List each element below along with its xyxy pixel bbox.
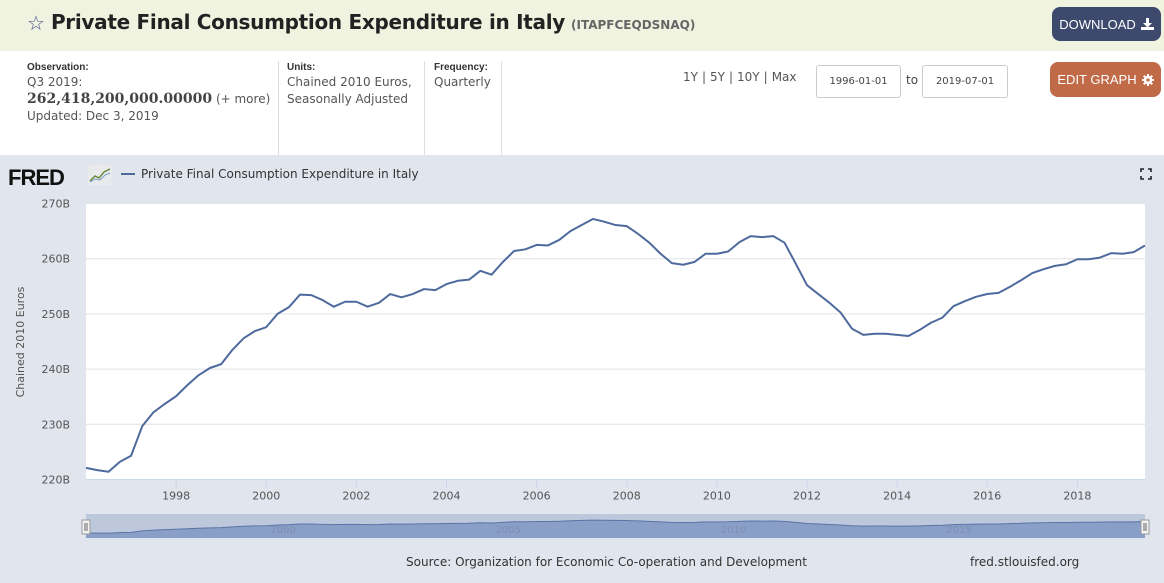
range-separator: |	[763, 70, 768, 84]
observation-label: Observation:	[27, 62, 89, 73]
line-chart: 220B 230B 240B 250B 260B 270B 1998 2000 2002 200…	[14, 198, 1150, 538]
range-5y[interactable]: 5Y	[710, 70, 725, 84]
x-tick-label: 2004	[433, 490, 461, 503]
x-tick-label: 2018	[1063, 490, 1091, 503]
series-id: (ITAPFCEQDSNAQ)	[571, 18, 696, 32]
download-button[interactable]: DOWNLOAD	[1052, 7, 1161, 41]
page-title: Private Final Consumption Expenditure in…	[50, 10, 566, 34]
end-date-input[interactable]: 2019-07-01	[922, 65, 1008, 98]
download-label: DOWNLOAD	[1059, 16, 1136, 32]
chart-legend[interactable]: Private Final Consumption Expenditure in…	[121, 167, 419, 181]
range-max[interactable]: Max	[771, 70, 797, 84]
range-selector: 1Y | 5Y | 10Y | Max	[683, 70, 797, 84]
series-line	[85, 217, 1146, 473]
x-tick-label: 1998	[162, 490, 190, 503]
fred-logo: FRED	[8, 165, 65, 190]
units-value: Chained 2010 Euros, Seasonally Adjusted	[287, 75, 412, 106]
frequency-block: Frequency: Quarterly	[434, 61, 504, 91]
title-wrap: ☆ Private Final Consumption Expenditure …	[27, 10, 696, 35]
y-tick-label: 240B	[41, 363, 70, 376]
edit-graph-label: EDIT GRAPH	[1057, 72, 1137, 87]
x-tick-label: 2010	[703, 490, 731, 503]
range-1y[interactable]: 1Y	[683, 70, 698, 84]
y-tick-label: 260B	[41, 253, 70, 266]
x-tick-label: 2014	[883, 490, 911, 503]
navigator-line	[85, 519, 1146, 534]
navigator-label: 2015	[946, 525, 971, 536]
y-tick-label: 270B	[41, 198, 70, 211]
start-date-input[interactable]: 1996-01-01	[816, 65, 901, 98]
x-tick-label: 2006	[523, 490, 551, 503]
legend-swatch	[121, 173, 135, 175]
range-separator: |	[701, 70, 707, 84]
handle-box	[1140, 519, 1150, 535]
navigator-label: 2005	[496, 525, 521, 536]
frequency-value: Quarterly	[434, 75, 491, 89]
handle-box	[81, 519, 91, 535]
x-tick-label: 2012	[793, 490, 821, 503]
navigator-handle-right[interactable]	[1140, 519, 1150, 535]
divider	[501, 61, 502, 155]
range-10y[interactable]: 10Y	[737, 70, 760, 84]
frequency-label: Frequency:	[434, 62, 488, 73]
y-tick-label: 220B	[41, 474, 70, 487]
x-tick-label: 2000	[252, 490, 280, 503]
chart-container: FRED Private Final Consumption Expenditu…	[0, 155, 1164, 583]
navigator-label: 2010	[721, 525, 746, 536]
units-block: Units: Chained 2010 Euros, Seasonally Ad…	[287, 61, 422, 108]
range-separator: |	[728, 70, 734, 84]
fullscreen-icon[interactable]	[1140, 168, 1152, 180]
legend-label: Private Final Consumption Expenditure in…	[141, 167, 419, 181]
navigator-handle-left[interactable]	[81, 519, 91, 535]
observation-period: Q3 2019:	[27, 75, 83, 89]
y-axis-label: Chained 2010 Euros	[14, 286, 27, 397]
plot-area	[86, 203, 1145, 480]
updated-date: Updated: Dec 3, 2019	[27, 109, 159, 123]
fred-chart-icon	[88, 165, 112, 185]
download-icon	[1140, 18, 1154, 30]
x-tick-label: 2002	[342, 490, 370, 503]
navigator-label: 2000	[270, 525, 295, 536]
observation-value: 262,418,200,000.00000	[27, 91, 213, 107]
edit-graph-button[interactable]: EDIT GRAPH	[1050, 62, 1161, 97]
divider	[278, 61, 279, 155]
observation-block: Observation: Q3 2019: 262,418,200,000.00…	[27, 61, 272, 125]
series-metadata: Observation: Q3 2019: 262,418,200,000.00…	[0, 51, 1164, 155]
series-header: ☆ Private Final Consumption Expenditure …	[0, 0, 1164, 51]
fred-url[interactable]: fred.stlouisfed.org	[970, 555, 1080, 569]
gear-icon	[1141, 73, 1154, 86]
more-link[interactable]: (+ more)	[215, 92, 271, 106]
units-label: Units:	[287, 62, 316, 73]
x-tick-label: 2016	[973, 490, 1001, 503]
divider	[424, 61, 425, 155]
star-icon[interactable]: ☆	[27, 11, 45, 35]
source-note: Source: Organization for Economic Co-ope…	[406, 555, 807, 569]
to-label: to	[906, 73, 919, 87]
x-tick-label: 2008	[613, 490, 641, 503]
y-tick-label: 250B	[41, 308, 70, 321]
y-tick-label: 230B	[41, 418, 70, 431]
